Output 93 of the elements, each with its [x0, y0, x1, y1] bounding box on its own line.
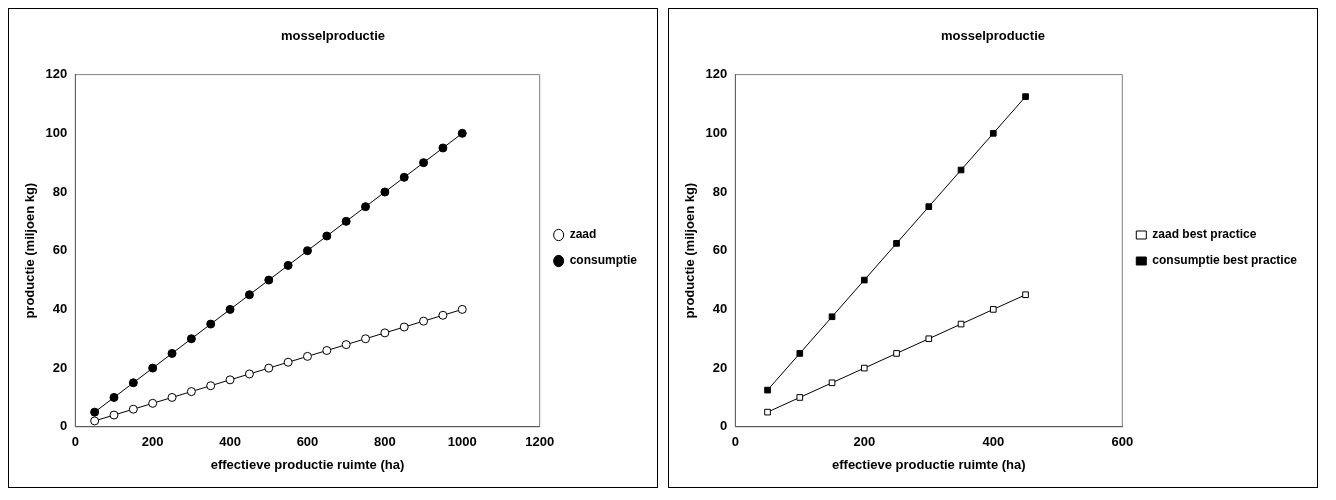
- x-tick-label: 600: [1111, 434, 1134, 450]
- point: [989, 306, 997, 313]
- point: [264, 363, 274, 373]
- point: [828, 379, 836, 387]
- y-tick-label: 60: [52, 242, 68, 258]
- point: [438, 143, 448, 153]
- point: [90, 416, 100, 426]
- point: [893, 350, 900, 357]
- x-tick-label: 800: [374, 434, 396, 450]
- point: [796, 350, 804, 357]
- point: [341, 340, 351, 350]
- point: [128, 404, 138, 414]
- point: [925, 203, 933, 210]
- point: [380, 328, 390, 338]
- point: [225, 304, 235, 314]
- point: [244, 290, 254, 300]
- x-tick-label: 200: [853, 434, 876, 450]
- point: [399, 322, 409, 332]
- point: [796, 394, 804, 401]
- y-axis-title: productie (miljoen kg): [22, 182, 38, 319]
- point: [361, 334, 371, 344]
- point: [109, 392, 119, 402]
- y-tick-label: 0: [60, 418, 68, 434]
- point: [989, 129, 997, 137]
- point: [283, 357, 293, 367]
- point: [361, 202, 371, 212]
- y-tick-label: 100: [45, 124, 68, 140]
- y-tick-label: 60: [712, 242, 728, 258]
- point: [90, 407, 100, 417]
- y-tick-label: 0: [720, 418, 728, 434]
- y-tick-label: 100: [705, 124, 728, 140]
- chart-title: mosselproductie: [940, 28, 1046, 44]
- x-tick-label: 400: [219, 434, 241, 450]
- y-tick-label: 80: [52, 183, 68, 199]
- point: [206, 381, 216, 391]
- point: [148, 398, 158, 408]
- point: [764, 408, 771, 416]
- point: [148, 363, 158, 373]
- point: [438, 310, 448, 320]
- point: [167, 348, 177, 358]
- point: [925, 335, 933, 343]
- point: [957, 166, 965, 174]
- point: [860, 364, 868, 372]
- x-tick-label: 400: [982, 434, 1005, 450]
- legend-label: consumptie best practice: [1152, 253, 1298, 268]
- point: [283, 260, 293, 270]
- point: [322, 231, 332, 241]
- x-tick-label: 600: [296, 434, 319, 450]
- x-axis-title: effectieve productie ruimte (ha): [210, 456, 405, 472]
- x-tick-label: 0: [731, 434, 739, 450]
- point: [399, 172, 409, 182]
- point: [1022, 93, 1029, 100]
- legend-label: zaad best practice: [1152, 227, 1257, 242]
- x-tick-label: 0: [71, 434, 79, 450]
- y-tick-label: 120: [45, 66, 68, 82]
- y-tick-label: 120: [705, 66, 728, 82]
- point: [1022, 291, 1029, 299]
- x-tick-label: 1000: [447, 434, 477, 450]
- y-axis-title: productie (miljoen kg): [682, 182, 698, 319]
- legend-label: zaad: [569, 227, 597, 242]
- point: [302, 246, 312, 256]
- point: [419, 158, 429, 168]
- point: [128, 378, 138, 388]
- legend-label: consumptie: [569, 253, 638, 268]
- point: [893, 240, 900, 247]
- point: [380, 187, 390, 197]
- point: [860, 276, 868, 284]
- point: [264, 275, 274, 285]
- point: [457, 304, 467, 314]
- point: [457, 128, 467, 138]
- point: [225, 375, 235, 385]
- x-axis-title: effectieve productie ruimte (ha): [831, 456, 1026, 472]
- y-tick-label: 20: [52, 359, 68, 375]
- x-tick-label: 1200: [525, 434, 555, 450]
- y-tick-label: 40: [52, 300, 68, 316]
- point: [957, 320, 965, 328]
- y-tick-label: 40: [712, 300, 728, 316]
- point: [167, 392, 177, 402]
- point: [109, 410, 119, 420]
- chart-title: mosselproductie: [280, 28, 386, 44]
- point: [341, 216, 351, 226]
- point: [828, 313, 836, 321]
- point: [206, 319, 216, 329]
- point: [764, 386, 771, 394]
- x-tick-label: 200: [141, 434, 164, 450]
- y-tick-label: 20: [712, 359, 728, 375]
- point: [186, 387, 196, 397]
- point: [244, 369, 254, 379]
- point: [322, 345, 332, 355]
- point: [186, 334, 196, 344]
- point: [302, 351, 312, 361]
- y-tick-label: 80: [712, 183, 728, 199]
- point: [419, 316, 429, 326]
